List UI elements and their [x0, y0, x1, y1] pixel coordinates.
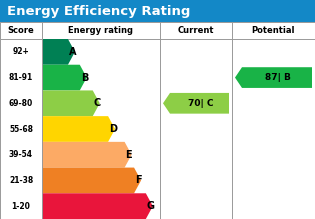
- FancyBboxPatch shape: [0, 22, 315, 219]
- Polygon shape: [235, 67, 312, 88]
- Text: 55-68: 55-68: [9, 124, 33, 134]
- Text: A: A: [69, 47, 77, 57]
- Polygon shape: [42, 39, 75, 65]
- Polygon shape: [42, 65, 87, 90]
- Text: D: D: [109, 124, 117, 134]
- Text: 21-38: 21-38: [9, 176, 33, 185]
- Text: 81-91: 81-91: [9, 73, 33, 82]
- Polygon shape: [42, 142, 132, 168]
- Polygon shape: [163, 93, 229, 114]
- Text: 69-80: 69-80: [9, 99, 33, 108]
- Text: 87| B: 87| B: [265, 73, 291, 82]
- Text: F: F: [135, 175, 142, 185]
- Text: 39-54: 39-54: [9, 150, 33, 159]
- Text: 1-20: 1-20: [12, 202, 31, 211]
- Text: E: E: [126, 150, 132, 160]
- Text: Potential: Potential: [252, 26, 295, 35]
- Text: C: C: [94, 98, 101, 108]
- Polygon shape: [42, 193, 153, 219]
- Text: G: G: [147, 201, 155, 211]
- Text: B: B: [81, 72, 88, 83]
- Text: 92+: 92+: [13, 47, 29, 56]
- Polygon shape: [42, 116, 115, 142]
- FancyBboxPatch shape: [0, 22, 315, 39]
- Text: Score: Score: [8, 26, 34, 35]
- Text: Energy rating: Energy rating: [68, 26, 134, 35]
- Polygon shape: [42, 168, 141, 193]
- FancyBboxPatch shape: [0, 0, 315, 22]
- Text: Energy Efficiency Rating: Energy Efficiency Rating: [7, 5, 190, 18]
- Text: Current: Current: [178, 26, 214, 35]
- Text: 70| C: 70| C: [188, 99, 213, 108]
- Polygon shape: [42, 90, 100, 116]
